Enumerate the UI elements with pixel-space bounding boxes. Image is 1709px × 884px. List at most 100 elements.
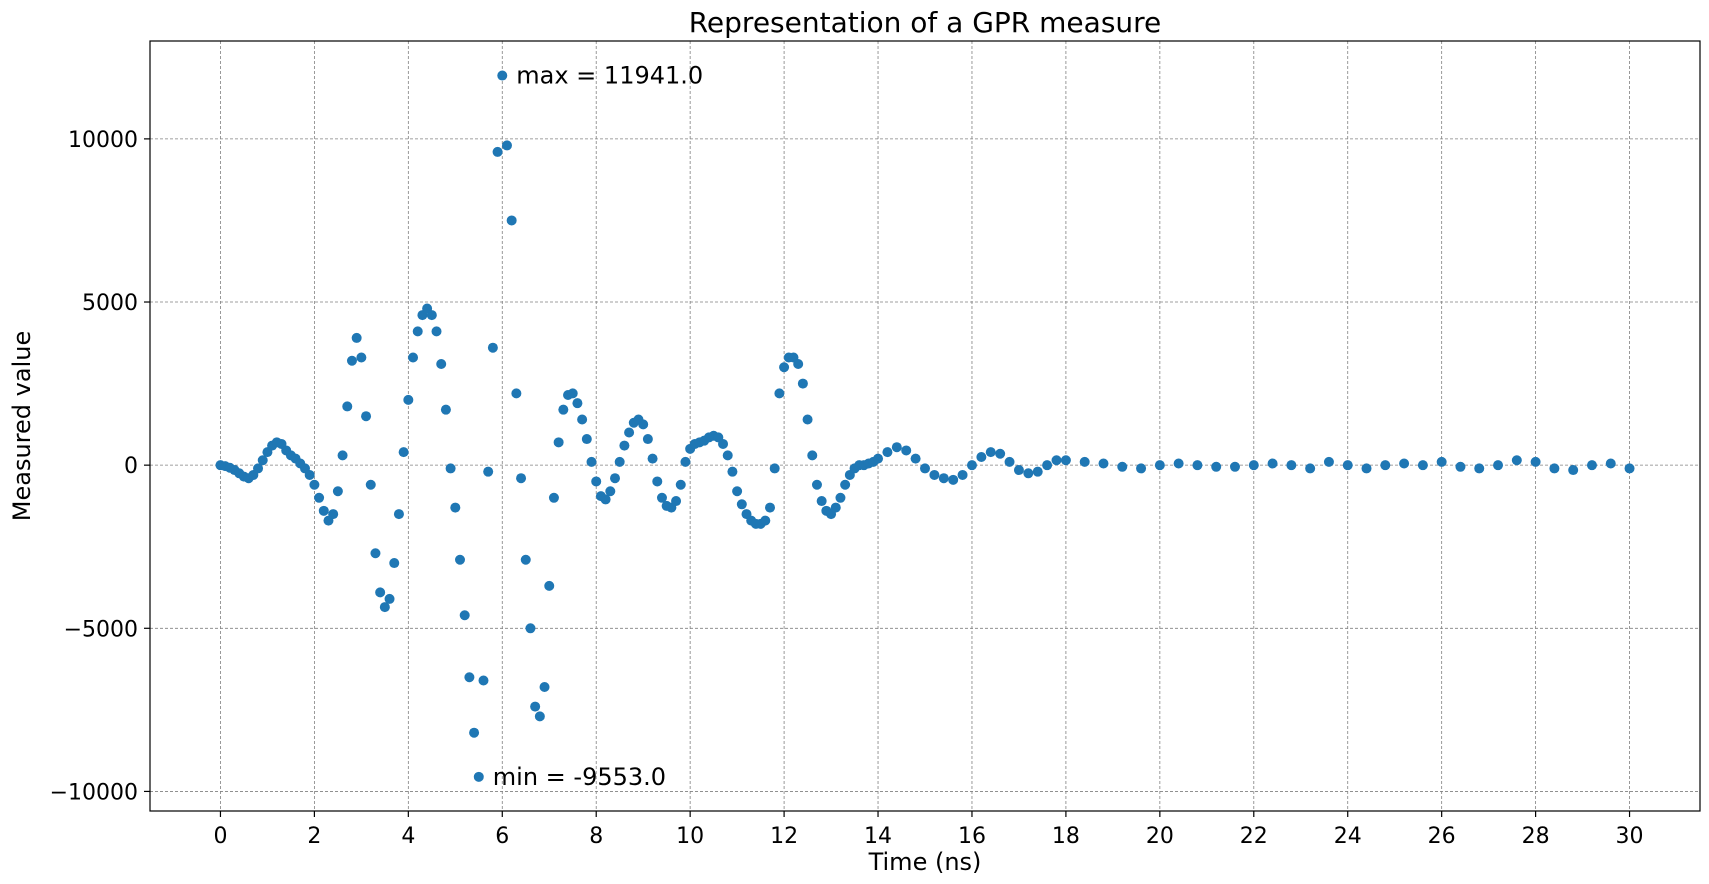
data-point <box>938 473 949 484</box>
data-point <box>736 499 747 510</box>
data-point <box>516 473 527 484</box>
data-point <box>1586 460 1597 471</box>
data-point <box>1032 466 1043 477</box>
y-tick-label: −5000 <box>64 617 138 642</box>
data-point <box>412 326 423 337</box>
data-point <box>1013 465 1024 476</box>
data-point <box>727 466 738 477</box>
x-tick-label: 18 <box>1052 824 1080 849</box>
data-point <box>1267 458 1278 469</box>
data-point <box>1305 463 1316 474</box>
data-point <box>440 404 451 415</box>
data-point <box>558 404 569 415</box>
data-point <box>370 548 381 559</box>
data-point <box>1192 460 1203 471</box>
data-point <box>1624 463 1635 474</box>
data-point <box>948 474 959 485</box>
data-point <box>548 492 559 503</box>
data-point <box>722 450 733 461</box>
axis-ticks: 0 2 4 6 8 10 12 14 16 18 20 22 24 26 28 30−10000−500005… <box>50 128 1644 849</box>
data-point <box>732 486 743 497</box>
data-point <box>675 479 686 490</box>
data-point <box>375 587 386 598</box>
data-point <box>318 505 329 516</box>
data-point <box>840 479 851 490</box>
data-point <box>680 456 691 467</box>
data-point <box>1549 463 1560 474</box>
data-point <box>638 419 649 430</box>
data-point <box>976 451 987 462</box>
data-point <box>567 388 578 399</box>
data-point <box>572 398 583 409</box>
data-point <box>332 486 343 497</box>
x-tick-label: 24 <box>1334 824 1362 849</box>
data-point <box>1136 463 1147 474</box>
data-point <box>253 463 264 474</box>
data-point <box>384 593 395 604</box>
data-point <box>577 414 588 425</box>
x-tick-label: 14 <box>864 824 892 849</box>
data-point <box>581 434 592 445</box>
x-tick-label: 26 <box>1428 824 1456 849</box>
x-tick-label: 12 <box>770 824 798 849</box>
y-tick-label: 0 <box>124 454 138 479</box>
data-point <box>544 580 555 591</box>
data-point <box>389 558 400 569</box>
data-point <box>882 447 893 458</box>
data-point <box>624 427 635 438</box>
data-point <box>450 502 461 513</box>
y-tick-label: 5000 <box>82 291 138 316</box>
data-point <box>1173 458 1184 469</box>
data-point <box>464 672 475 683</box>
data-point <box>487 342 498 353</box>
x-tick-label: 22 <box>1240 824 1268 849</box>
data-point <box>356 352 367 363</box>
data-point <box>1474 463 1485 474</box>
data-point <box>1605 458 1616 469</box>
data-point <box>398 447 409 458</box>
data-point <box>1493 460 1504 471</box>
data-point <box>1380 460 1391 471</box>
y-axis-label: Measured value <box>8 331 36 521</box>
data-point <box>436 359 447 370</box>
data-point <box>1154 460 1165 471</box>
data-point <box>920 463 930 474</box>
data-point <box>403 394 414 405</box>
data-point <box>600 494 611 505</box>
data-point <box>553 437 564 448</box>
chart-title: Representation of a GPR measure <box>689 6 1162 39</box>
data-point <box>957 469 968 480</box>
data-point <box>1361 463 1372 474</box>
data-point <box>346 355 357 366</box>
x-tick-label: 16 <box>958 824 986 849</box>
data-point <box>966 460 977 471</box>
data-point <box>610 473 620 484</box>
data-point <box>1211 461 1222 472</box>
data-point <box>985 447 996 458</box>
data-point <box>328 509 339 520</box>
data-point <box>501 140 512 151</box>
x-tick-label: 6 <box>495 824 509 849</box>
data-point <box>774 388 785 399</box>
data-point <box>309 479 320 490</box>
data-point <box>1230 461 1240 472</box>
data-point <box>807 450 818 461</box>
data-point <box>591 476 602 487</box>
data-point <box>314 492 325 503</box>
data-point <box>361 411 372 422</box>
x-tick-label: 28 <box>1522 824 1550 849</box>
x-tick-label: 4 <box>401 824 415 849</box>
data-point <box>483 466 494 477</box>
data-point <box>520 554 531 565</box>
data-point <box>459 610 470 621</box>
data-point <box>901 445 912 456</box>
data-point <box>614 456 625 467</box>
data-point <box>830 502 841 513</box>
data-point <box>408 352 419 363</box>
data-point <box>506 215 517 226</box>
data-point <box>431 326 442 337</box>
data-point <box>497 70 508 81</box>
data-point <box>1455 461 1466 472</box>
data-point <box>910 453 921 464</box>
